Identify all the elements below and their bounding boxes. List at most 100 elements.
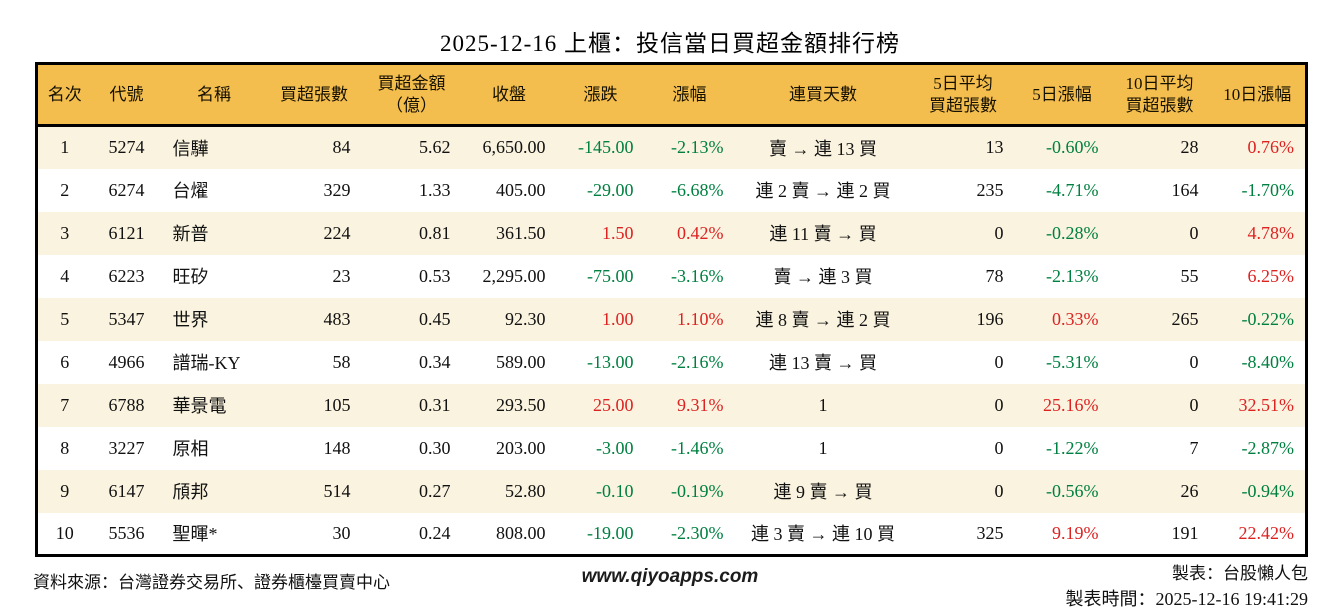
cell-buy-streak: 賣 → 連 3 買 [773, 267, 873, 287]
cell-rank: 8 [60, 437, 70, 458]
cell-avg10-shares: 7 [1189, 437, 1199, 458]
cell-change: -13.00 [587, 351, 634, 372]
cell-avg5-shares: 0 [994, 222, 1004, 243]
cell-5d-change: 9.19% [1052, 522, 1099, 543]
cell-stock-name: 世界 [172, 310, 209, 330]
cell-buy-streak: 連 9 賣 → 買 [773, 482, 873, 502]
cell-10d-change: -1.70% [1241, 179, 1295, 200]
cell-avg10-shares: 26 [1180, 480, 1199, 501]
cell-close: 405.00 [496, 179, 546, 200]
cell-5d-change: -4.71% [1046, 179, 1099, 200]
cell-close: 2,295.00 [482, 265, 546, 286]
cell-close: 203.00 [496, 437, 546, 458]
cell-10d-change: 4.78% [1247, 222, 1295, 243]
cell-change-pct: 0.42% [677, 222, 724, 243]
cell-5d-change: -5.31% [1046, 351, 1099, 372]
col-header-netbuy-amount: 買超金額 （億） [377, 74, 446, 115]
cell-change-pct: -2.13% [671, 137, 724, 158]
cell-netbuy-shares: 58 [332, 351, 351, 372]
table-header-row: 名次 代號 名稱 買超張數 買超金額 （億） 收盤 漲跌 漲幅 連買天數 5日平… [36, 63, 1307, 126]
cell-netbuy-shares: 514 [323, 480, 351, 501]
cell-avg10-shares: 265 [1171, 308, 1199, 329]
cell-close: 361.50 [496, 222, 546, 243]
cell-buy-streak: 1 [818, 437, 828, 458]
cell-buy-streak: 連 13 賣 → 買 [769, 353, 877, 373]
cell-stock-name: 華景電 [172, 396, 227, 416]
cell-close: 92.30 [505, 308, 546, 329]
cell-change-pct: -3.16% [671, 265, 724, 286]
col-header-5d-change: 5日漲幅 [1032, 84, 1092, 104]
col-header-code: 代號 [109, 84, 144, 104]
cell-change: 25.00 [593, 394, 634, 415]
cell-10d-change: 6.25% [1247, 265, 1295, 286]
cell-5d-change: -0.56% [1046, 480, 1099, 501]
cell-stock-name: 聖暉* [172, 524, 218, 545]
cell-netbuy-shares: 148 [323, 437, 351, 458]
cell-close: 6,650.00 [482, 137, 546, 158]
cell-netbuy-amount: 0.31 [419, 394, 451, 415]
cell-close: 52.80 [505, 480, 546, 501]
cell-avg10-shares: 0 [1189, 394, 1199, 415]
col-header-close: 收盤 [492, 84, 526, 104]
cell-stock-name: 譜瑞-KY [172, 353, 241, 373]
cell-avg10-shares: 55 [1180, 265, 1199, 286]
table-row: 9 6147 頎邦 514 0.27 52.80 -0.10 -0.19% 連 9 賣 → 買 0… [36, 469, 1307, 513]
table-row: 10 5536 聖暉* 30 0.24 808.00 -19.00 -2.30% 連 3 賣 →… [36, 512, 1307, 556]
cell-5d-change: -0.28% [1046, 222, 1099, 243]
cell-rank: 6 [60, 351, 70, 372]
cell-netbuy-amount: 0.30 [419, 437, 451, 458]
cell-stock-code: 6147 [108, 480, 145, 501]
cell-close: 808.00 [496, 522, 546, 543]
cell-change: -3.00 [596, 437, 634, 458]
cell-netbuy-amount: 1.33 [419, 179, 451, 200]
cell-netbuy-amount: 5.62 [419, 137, 451, 158]
cell-netbuy-amount: 0.34 [419, 351, 451, 372]
cell-stock-code: 5347 [108, 308, 145, 329]
cell-stock-code: 6788 [108, 394, 145, 415]
cell-buy-streak: 連 2 賣 → 連 2 買 [755, 181, 891, 201]
cell-stock-name: 新普 [172, 224, 209, 244]
table-row: 5 5347 世界 483 0.45 92.30 1.00 1.10% 連 8 賣 → 連 2 … [36, 297, 1307, 341]
cell-change-pct: -6.68% [671, 179, 724, 200]
cell-netbuy-amount: 0.27 [419, 480, 451, 501]
cell-change-pct: -0.19% [671, 480, 724, 501]
cell-stock-name: 原相 [172, 439, 209, 459]
cell-change-pct: -2.16% [671, 351, 724, 372]
cell-rank: 7 [60, 394, 70, 415]
cell-change: -0.10 [596, 480, 634, 501]
col-header-change: 漲跌 [583, 84, 618, 104]
cell-stock-code: 4966 [108, 351, 145, 372]
cell-stock-code: 3227 [108, 437, 145, 458]
cell-stock-name: 台燿 [172, 181, 209, 201]
ranking-table: 名次 代號 名稱 買超張數 買超金額 （億） 收盤 漲跌 漲幅 連買天數 5日平… [35, 62, 1308, 557]
cell-5d-change: 25.16% [1043, 394, 1099, 415]
cell-10d-change: -8.40% [1241, 351, 1295, 372]
table-row: 4 6223 旺矽 23 0.53 2,295.00 -75.00 -3.16% 賣 → 連 3… [36, 254, 1307, 298]
cell-buy-streak: 連 8 賣 → 連 2 買 [755, 310, 891, 330]
col-header-rank: 名次 [47, 84, 82, 104]
cell-10d-change: 0.76% [1247, 137, 1295, 158]
cell-netbuy-amount: 0.24 [419, 522, 451, 543]
cell-stock-code: 5536 [108, 522, 145, 543]
cell-avg5-shares: 325 [976, 522, 1004, 543]
cell-stock-name: 頎邦 [172, 482, 209, 502]
cell-netbuy-amount: 0.45 [419, 308, 451, 329]
cell-5d-change: -1.22% [1046, 437, 1099, 458]
cell-rank: 3 [60, 222, 70, 243]
cell-stock-code: 6223 [108, 265, 145, 286]
page-title: 2025-12-16 上櫃：投信當日買超金額排行榜 [439, 31, 901, 56]
col-header-avg5-shares: 5日平均 買超張數 [929, 74, 997, 115]
cell-rank: 10 [55, 522, 74, 543]
cell-avg5-shares: 78 [985, 265, 1004, 286]
cell-10d-change: -0.22% [1241, 308, 1295, 329]
cell-buy-streak: 賣 → 連 13 買 [769, 138, 877, 159]
cell-netbuy-shares: 23 [332, 265, 351, 286]
cell-10d-change: 22.42% [1238, 522, 1295, 543]
col-header-avg10-shares: 10日平均 買超張數 [1125, 74, 1194, 115]
cell-avg5-shares: 235 [976, 179, 1004, 200]
cell-stock-name: 信驊 [172, 138, 209, 159]
cell-change-pct: 1.10% [677, 308, 724, 329]
cell-netbuy-amount: 0.81 [419, 222, 451, 243]
cell-avg10-shares: 0 [1189, 351, 1199, 372]
cell-netbuy-amount: 0.53 [419, 265, 451, 286]
